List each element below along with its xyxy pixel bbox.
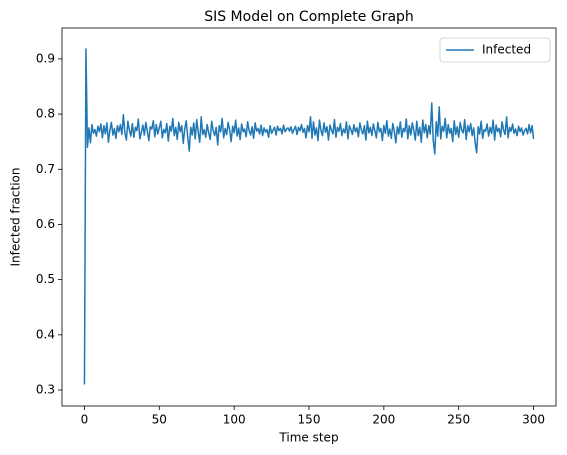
x-axis-label: Time step [278,431,338,445]
x-tick-label: 150 [298,413,321,427]
legend-box [439,37,551,63]
line-series [83,48,535,385]
y-tick-label: 0.8 [36,107,55,121]
x-tick-label: 250 [447,413,470,427]
x-tick-label: 300 [522,413,545,427]
y-axis-label: Infected fraction [9,168,23,267]
x-tick-label: 200 [372,413,395,427]
x-tick-label: 0 [81,413,89,427]
y-tick-label: 0.6 [36,217,55,231]
chart-title: SIS Model on Complete Graph [204,9,414,25]
legend-label: Infected [482,43,531,57]
x-tick-label: 100 [223,413,246,427]
x-tick-label: 50 [152,413,167,427]
y-tick-label: 0.7 [36,162,55,176]
plot-frame [61,27,557,407]
y-tick-label: 0.5 [36,272,55,286]
y-tick-label: 0.4 [36,327,55,341]
y-tick-label: 0.9 [36,51,55,65]
y-tick-label: 0.3 [36,382,55,396]
